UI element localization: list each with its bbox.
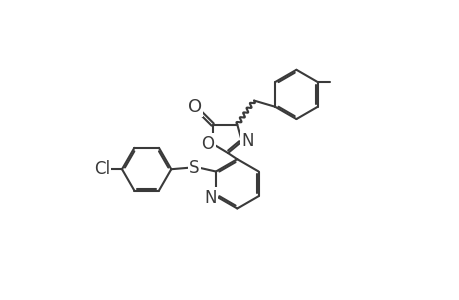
Text: O: O [201, 135, 214, 153]
Text: N: N [204, 189, 216, 207]
Text: O: O [187, 98, 202, 116]
Text: N: N [241, 133, 253, 151]
Text: S: S [189, 159, 199, 177]
Text: Cl: Cl [94, 160, 110, 178]
